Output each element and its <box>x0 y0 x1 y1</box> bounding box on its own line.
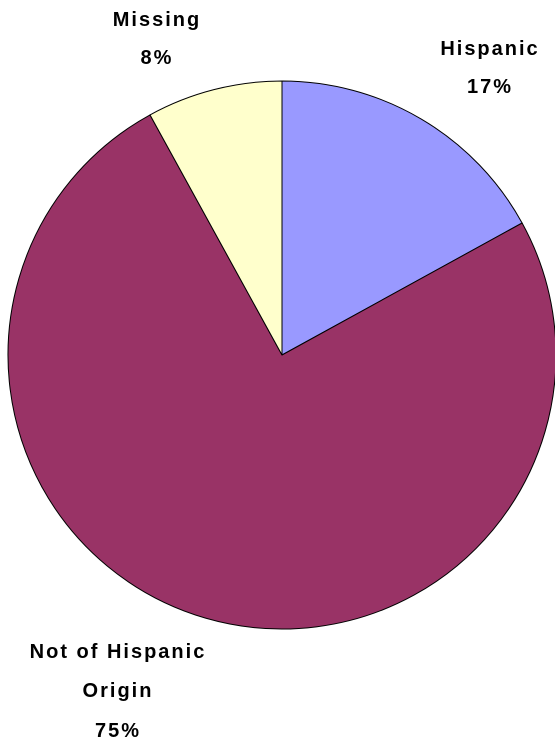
slice-label-missing: Missing <box>113 9 201 31</box>
pie-slices <box>7 80 555 630</box>
slice-label-hispanic: Hispanic <box>440 38 539 60</box>
slice-value-hispanic: 17% <box>467 76 513 98</box>
slice-value-missing: 8% <box>141 47 174 69</box>
slice-value-not-hispanic: 75% <box>95 720 141 742</box>
pie-slice-hispanic <box>281 80 523 356</box>
pie-slice-missing <box>149 80 283 356</box>
slice-label-not-hispanic-line1: Not of Hispanic <box>30 641 207 663</box>
slice-label-not-hispanic-line2: Origin <box>83 680 154 702</box>
pie-slice-not-of-hispanic-origin <box>7 114 555 630</box>
